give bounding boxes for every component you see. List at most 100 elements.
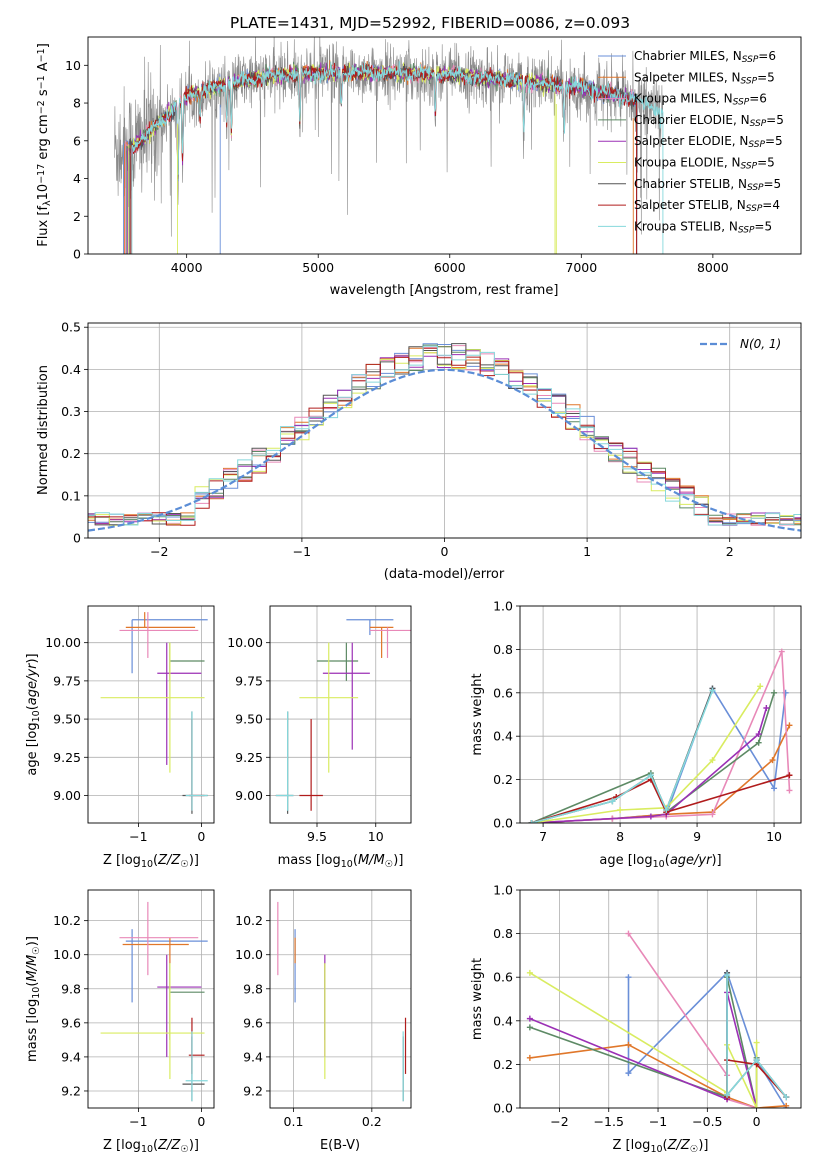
y-tick-label: 9.00 — [235, 788, 263, 803]
x-tick-label: −1.5 — [594, 1114, 624, 1129]
x-tick-label: −1 — [649, 1114, 667, 1129]
x-tick-label: 10 — [766, 829, 782, 844]
panel-weight_vs_Z: −2 −1.5 −1 −0.5 0 0.0 0.2 0.4 0.6 0.8 1.0 Z [log10(… — [470, 883, 802, 1155]
y-tick-label: 9.25 — [235, 750, 263, 765]
y-tick-label: 9.25 — [53, 750, 81, 765]
weight-marker — [609, 798, 616, 805]
x-tick-label: 0.2 — [362, 1114, 382, 1129]
y-tick-label: 8 — [73, 96, 81, 111]
y-tick-label: 0.2 — [61, 446, 81, 461]
hist-salpeter_stelib — [88, 347, 801, 526]
weight-marker — [709, 811, 716, 818]
weight-marker — [769, 757, 776, 764]
gaussian-legend-label: N(0, 1) — [740, 337, 781, 351]
x-tick-label: 1 — [583, 544, 591, 559]
y-tick-label: 9.75 — [235, 673, 263, 688]
weight-marker — [709, 687, 716, 694]
x-tick-label: −1 — [129, 1114, 147, 1129]
plot-area — [526, 930, 790, 1108]
weight-marker — [526, 969, 533, 976]
y-tick-label: 10.00 — [227, 635, 263, 650]
plot-area — [528, 648, 793, 823]
y-tick-label: 1.0 — [493, 883, 513, 898]
weight-line-chabrier_miles — [531, 686, 787, 823]
y-tick-label: 6 — [73, 133, 81, 148]
y-tick-label: 10.2 — [235, 913, 263, 928]
y-tick-label: 0.0 — [493, 816, 513, 831]
weight-marker — [763, 704, 770, 711]
legend-label: Chabrier STELIB, NSSP=5 — [634, 177, 781, 193]
panel-mass_vs_Z: −1 0 9.2 9.4 9.6 9.8 10.0 10.2 Z [log10(Z/Z☉)] ma… — [25, 889, 215, 1155]
y-tick-label: 9.4 — [243, 1049, 263, 1064]
x-tick-label: 2 — [726, 544, 734, 559]
spectrum-legend: Chabrier MILES, NSSP=6 Salpeter MILES, NS… — [598, 49, 784, 236]
weight-line-chabrier_stelib — [531, 688, 714, 823]
x-tick-label: 9 — [693, 829, 701, 844]
weight-marker — [724, 972, 731, 979]
x-axis-label: Z [log10(Z/Z☉)] — [613, 1138, 709, 1155]
weight-marker — [647, 772, 654, 779]
gaussian-curve — [88, 368, 801, 532]
y-axis-label: age [log10(age/yr)] — [25, 653, 42, 775]
y-tick-label: 10 — [65, 58, 81, 73]
axes-frame — [269, 605, 412, 824]
weight-marker — [771, 785, 778, 792]
x-tick-label: 7 — [539, 829, 547, 844]
plot-area — [277, 901, 407, 1102]
weight-marker — [753, 1105, 760, 1108]
x-tick-label: −1 — [293, 544, 311, 559]
x-axis-label: Z [log10(Z/Z☉)] — [103, 1138, 199, 1155]
axes-frame — [87, 889, 215, 1109]
panel-mass_vs_ebv: 0.1 0.2 9.2 9.4 9.6 9.8 10.0 10.2 — [235, 889, 412, 1129]
axes-frame — [87, 322, 802, 539]
y-tick-label: 9.50 — [235, 712, 263, 727]
x-axis-label: mass [log10(M/M☉)] — [278, 853, 404, 870]
y-tick-label: 0.6 — [493, 685, 513, 700]
legend-label: Chabrier ELODIE, NSSP=5 — [634, 113, 784, 129]
weight-line-kroupa_stelib — [726, 975, 787, 1098]
y-tick-label: 0.8 — [493, 926, 513, 941]
y-tick-label: 10.2 — [53, 913, 81, 928]
plot-area — [275, 619, 411, 814]
plot-area — [114, 37, 664, 254]
weight-line-salpeter_elodie — [531, 707, 768, 823]
legend-label: Salpeter ELODIE, NSSP=5 — [634, 134, 783, 150]
spectrum-model-kroupa_stelib — [131, 61, 664, 254]
y-tick-label: 0 — [73, 247, 81, 262]
y-axis-label: mass weight — [470, 673, 485, 755]
x-tick-label: 10 — [368, 829, 384, 844]
weight-marker — [778, 648, 785, 655]
weight-line-chabrier_elodie — [531, 692, 775, 823]
hist-chabrier_elodie — [88, 344, 801, 526]
y-tick-label: 0.2 — [493, 1057, 513, 1072]
hist-kroupa_miles — [88, 345, 801, 526]
weight-marker — [526, 1054, 533, 1061]
weight-marker — [625, 1070, 632, 1077]
x-tick-label: 4000 — [171, 260, 203, 275]
y-tick-label: 9.00 — [53, 788, 81, 803]
y-tick-label: 9.2 — [243, 1083, 263, 1098]
y-axis-label: Flux [fλ10−17 erg cm−2 s−1 A−1] — [36, 43, 53, 247]
figure-title: PLATE=1431, MJD=52992, FIBERID=0086, z=0… — [230, 14, 630, 32]
x-tick-label: 8 — [616, 829, 624, 844]
panel-spectrum: 4000 5000 6000 7000 8000 0 2 4 6 8 10 Chabrier MILE… — [36, 36, 802, 298]
weight-marker — [786, 772, 793, 779]
x-tick-label: −2 — [150, 544, 168, 559]
x-tick-label: 5000 — [302, 260, 334, 275]
x-tick-label: 0.1 — [284, 1114, 304, 1129]
hist-kroupa_stelib — [88, 345, 801, 526]
y-tick-label: 0.4 — [493, 729, 513, 744]
y-tick-label: 0.3 — [61, 404, 81, 419]
weight-marker — [755, 731, 762, 738]
spectrum-data — [114, 37, 663, 237]
weight-marker — [753, 1039, 760, 1046]
x-axis-label-ebv: E(B-V) — [320, 1138, 360, 1153]
panel-weight_vs_age: 7 8 9 10 0.0 0.2 0.4 0.6 0.8 1.0 age [log10(age/yr… — [470, 599, 802, 870]
y-tick-label: 9.4 — [61, 1049, 81, 1064]
weight-marker — [786, 787, 793, 794]
weight-marker — [771, 689, 778, 696]
y-tick-label: 0.1 — [61, 488, 81, 503]
panel-residual_hist: −2 −1 0 1 2 0 0.1 0.2 0.3 0.4 0.5 N(0, 1) (data-mode… — [36, 320, 802, 582]
panel-age_vs_mass: 9.5 10 9.00 9.25 9.50 9.75 10.00 mass [log10(M/… — [227, 605, 412, 870]
